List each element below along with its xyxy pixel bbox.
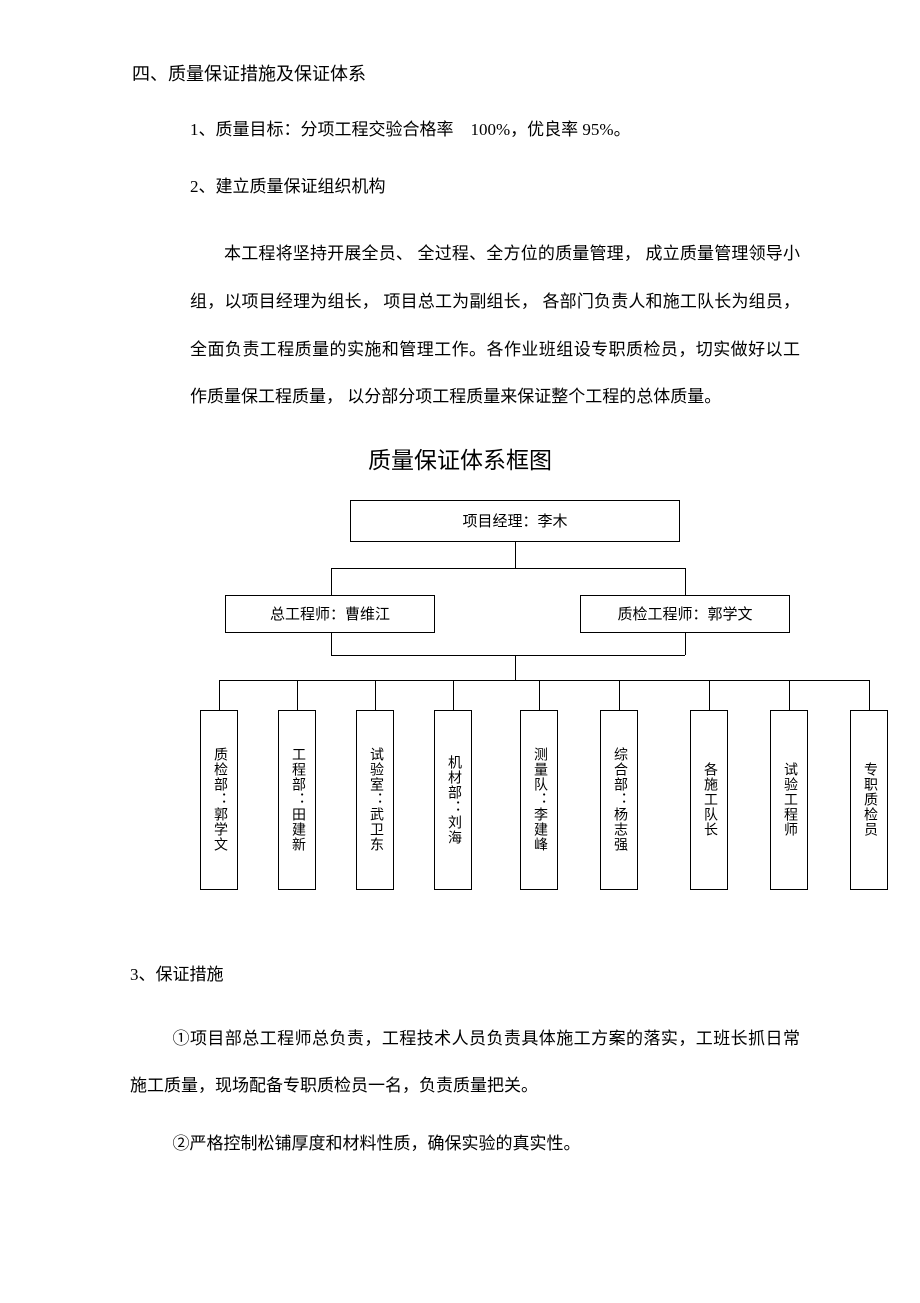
connector: [789, 680, 790, 710]
connector: [219, 680, 869, 681]
node-leaf-3: 机材部：刘海: [434, 710, 472, 890]
org-chart: 项目经理：李木 总工程师：曹维江 质检工程师：郭学文 质检部：郭学文 工程部：田…: [150, 500, 890, 930]
connector: [331, 568, 685, 569]
node-project-manager: 项目经理：李木: [350, 500, 680, 542]
connector: [515, 542, 516, 568]
connector: [375, 680, 376, 710]
node-leaf-2: 试验室：武卫东: [356, 710, 394, 890]
node-leaf-1: 工程部：田建新: [278, 710, 316, 890]
connector: [331, 655, 685, 656]
node-leaf-5: 综合部：杨志强: [600, 710, 638, 890]
node-quality-engineer: 质检工程师：郭学文: [580, 595, 790, 633]
connector: [515, 655, 516, 680]
node-leaf-4: 测量队：李建峰: [520, 710, 558, 890]
connector: [297, 680, 298, 710]
paragraph-2: ①项目部总工程师总负责，工程技术人员负责具体施工方案的落实，工班长抓日常施工质量…: [130, 1015, 800, 1110]
connector: [685, 633, 686, 655]
item-3: 3、保证措施: [130, 960, 860, 985]
node-leaf-6: 各施工队长: [690, 710, 728, 890]
connector: [219, 680, 220, 710]
node-leaf-7: 试验工程师: [770, 710, 808, 890]
chart-title: 质量保证体系框图: [60, 441, 860, 475]
node-leaf-8: 专职质检员: [850, 710, 888, 890]
node-leaf-0: 质检部：郭学文: [200, 710, 238, 890]
connector: [453, 680, 454, 710]
connector: [685, 568, 686, 595]
paragraph-3: ②严格控制松铺厚度和材料性质，确保实验的真实性。: [130, 1120, 800, 1168]
item-1: 1、质量目标：分项工程交验合格率 100%，优良率 95%。: [190, 116, 860, 143]
node-chief-engineer: 总工程师：曹维江: [225, 595, 435, 633]
item-2: 2、建立质量保证组织机构: [190, 173, 860, 200]
connector: [331, 633, 332, 655]
connector: [619, 680, 620, 710]
section-heading: 四、质量保证措施及保证体系: [132, 60, 860, 86]
connector: [539, 680, 540, 710]
paragraph-1: 本工程将坚持开展全员、 全过程、全方位的质量管理， 成立质量管理领导小组，以项目…: [190, 230, 800, 420]
connector: [331, 568, 332, 595]
connector: [869, 680, 870, 710]
connector: [709, 680, 710, 710]
